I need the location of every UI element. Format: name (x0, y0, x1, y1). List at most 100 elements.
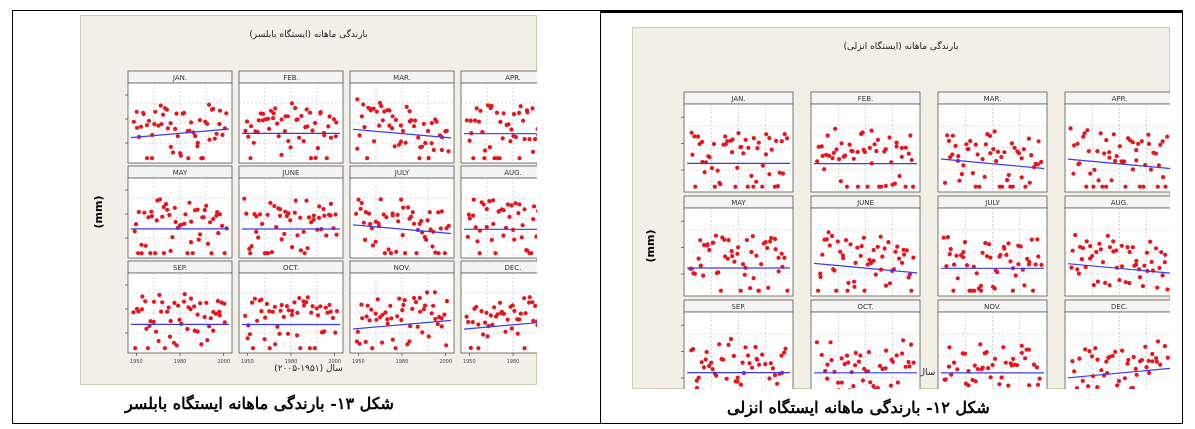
data-point (1104, 138, 1109, 143)
data-point (995, 270, 1000, 275)
data-point (852, 279, 857, 284)
data-point (845, 288, 850, 293)
data-point (158, 103, 163, 108)
data-point (820, 252, 825, 257)
data-point (1163, 184, 1168, 189)
data-point (956, 154, 961, 159)
data-point (1111, 132, 1116, 137)
data-point (760, 163, 765, 168)
data-point (417, 295, 422, 301)
data-point (865, 184, 870, 189)
data-point (754, 253, 759, 258)
data-point (131, 119, 136, 124)
data-point (198, 232, 203, 237)
data-point (773, 247, 778, 252)
data-point (775, 381, 780, 386)
data-point (1103, 184, 1109, 189)
data-point (906, 151, 911, 156)
data-point (748, 286, 753, 291)
data-point (302, 251, 307, 256)
panel-3: MAR. (937, 91, 1048, 193)
data-point (1019, 175, 1024, 180)
data-point (725, 139, 730, 144)
data-point (278, 308, 283, 313)
data-point (494, 110, 500, 115)
data-point (377, 100, 382, 105)
data-point (314, 306, 319, 311)
data-point (777, 170, 782, 175)
data-point (892, 181, 897, 186)
data-point (466, 212, 471, 217)
data-point (413, 118, 418, 123)
data-point (275, 324, 280, 329)
data-point (167, 212, 172, 218)
data-point (1144, 250, 1149, 255)
data-point (271, 111, 276, 116)
data-point (277, 213, 283, 218)
data-point (975, 367, 980, 372)
data-point (429, 120, 434, 126)
data-point (484, 310, 489, 315)
data-point (701, 365, 707, 370)
data-point (1091, 282, 1096, 288)
data-point (175, 134, 180, 139)
data-point (705, 242, 710, 247)
data-point (406, 205, 411, 210)
data-point (243, 128, 248, 133)
data-point (249, 244, 254, 249)
data-point (304, 107, 309, 112)
data-point (187, 128, 192, 133)
data-point (170, 150, 176, 155)
data-point (195, 207, 200, 212)
data-point (476, 346, 481, 351)
data-point (1109, 178, 1114, 183)
data-point (1036, 139, 1041, 144)
data-point (1120, 348, 1125, 353)
data-point (315, 313, 321, 318)
data-point (363, 237, 368, 242)
data-point (149, 214, 154, 219)
data-point (327, 114, 332, 119)
data-point (172, 205, 177, 210)
data-point (699, 360, 704, 365)
data-point (527, 300, 532, 305)
data-point (855, 245, 860, 250)
data-point (516, 211, 521, 216)
data-point (1076, 271, 1081, 276)
data-point (468, 118, 473, 123)
data-point (304, 300, 309, 305)
data-point (439, 324, 444, 329)
data-point (903, 184, 908, 189)
data-point (359, 302, 364, 307)
data-point (305, 246, 310, 251)
panel-label: OCT. (857, 303, 873, 311)
data-point (1014, 363, 1020, 368)
data-point (403, 140, 408, 145)
data-point (527, 137, 532, 142)
data-point (185, 251, 190, 256)
data-point (729, 249, 734, 254)
data-point (138, 124, 144, 129)
data-point (533, 303, 537, 308)
data-point (167, 334, 173, 339)
data-point (968, 138, 973, 144)
data-point (429, 141, 434, 146)
data-point (825, 133, 830, 138)
data-point (133, 346, 138, 351)
x-tick-label: 1980 (174, 359, 187, 365)
data-point (367, 318, 372, 323)
panel-4: APR. (1064, 91, 1170, 193)
data-point (435, 322, 440, 327)
data-point (143, 299, 148, 304)
data-point (883, 283, 889, 288)
data-point (466, 319, 471, 325)
data-point (947, 252, 952, 257)
data-point (911, 184, 916, 189)
data-point (1161, 175, 1166, 180)
data-point (732, 259, 737, 264)
data-point (403, 251, 408, 256)
data-point (1034, 365, 1039, 370)
data-point (384, 215, 389, 220)
data-point (1150, 359, 1155, 364)
data-point (371, 139, 377, 144)
